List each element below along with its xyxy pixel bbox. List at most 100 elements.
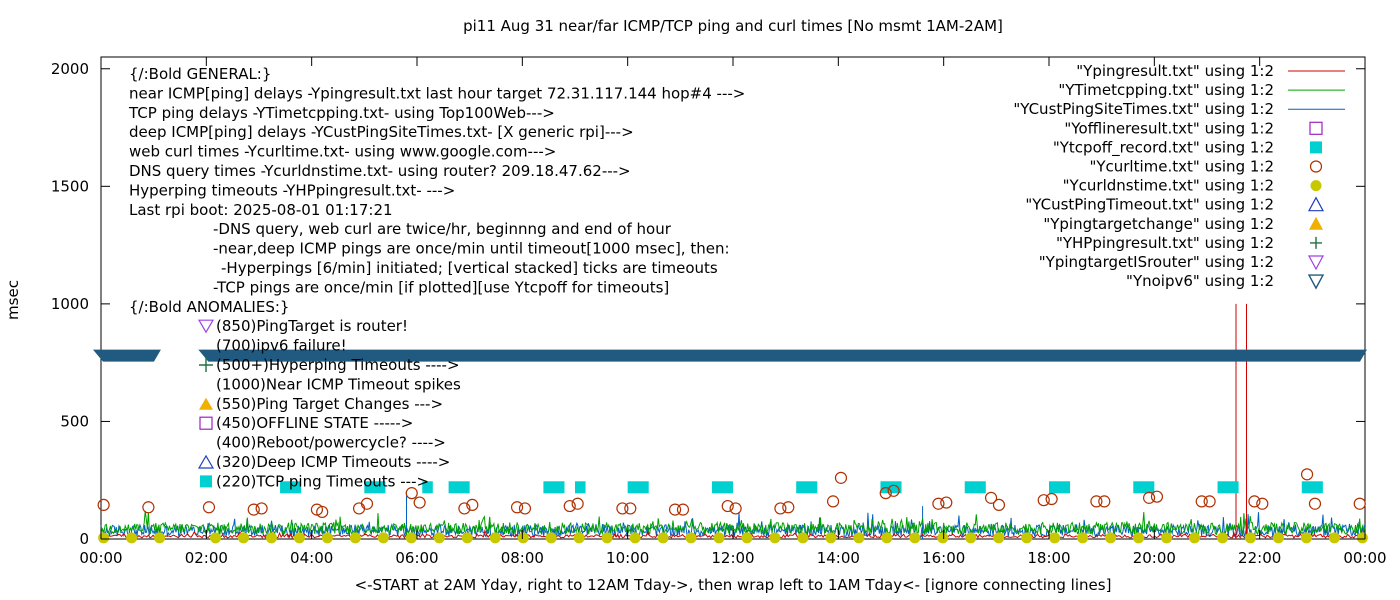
annotation-line: TCP ping delays -YTimetcpping.txt- using… bbox=[128, 104, 555, 122]
curl-time-point bbox=[1353, 497, 1366, 510]
ipv6-failure-marker bbox=[198, 349, 1367, 362]
x-tick-label: 18:00 bbox=[1027, 549, 1070, 567]
dns-time-point bbox=[349, 532, 361, 544]
legend-label: "YCustPingTimeout.txt" using 1:2 bbox=[1025, 196, 1274, 214]
curl-time-point bbox=[887, 484, 900, 497]
dns-time-point bbox=[321, 532, 333, 544]
dns-time-point bbox=[1328, 532, 1340, 544]
dns-time-point bbox=[405, 532, 417, 544]
annotation-line: (220)TCP ping Timeouts ---> bbox=[216, 472, 429, 490]
legend-plus-swatch bbox=[1310, 236, 1322, 249]
curl-time-point bbox=[729, 502, 742, 515]
tcp-timeout-marker bbox=[1217, 481, 1239, 494]
legend-label: "Yofflineresult.txt" using 1:2 bbox=[1064, 119, 1274, 137]
annotation-line: DNS query times -Ycurldnstime.txt- using… bbox=[129, 162, 631, 180]
curl-time-point bbox=[1150, 490, 1164, 503]
curl-time-point bbox=[202, 501, 216, 514]
ipv6-failure-marker bbox=[93, 349, 161, 362]
dns-time-point bbox=[1077, 532, 1089, 544]
dns-time-point bbox=[657, 532, 669, 544]
curl-time-point bbox=[563, 499, 576, 513]
curl-time-point bbox=[1256, 497, 1269, 510]
dns-time-point bbox=[797, 532, 809, 544]
dns-time-point bbox=[909, 532, 921, 544]
dns-time-point bbox=[1133, 532, 1145, 544]
dns-time-point bbox=[1217, 532, 1229, 544]
annotation-line: (320)Deep ICMP Timeouts ----> bbox=[216, 453, 450, 471]
legend-label: "Ypingtargetchange" using 1:2 bbox=[1043, 215, 1274, 233]
curl-time-point bbox=[826, 495, 840, 508]
tcp-timeout-marker bbox=[448, 481, 470, 494]
dns-time-point bbox=[713, 532, 725, 544]
legend-label: "Ycurldnstime.txt" using 1:2 bbox=[1063, 177, 1274, 195]
curl-time-point bbox=[834, 471, 848, 484]
tcp-timeout-marker bbox=[1301, 481, 1323, 494]
dns-time-point bbox=[1189, 532, 1201, 544]
curl-time-point bbox=[1308, 497, 1322, 510]
tcp-timeout-marker bbox=[364, 481, 386, 494]
legend-label: "Ytcpoff_record.txt" using 1:2 bbox=[1053, 138, 1274, 157]
curl-time-point bbox=[932, 497, 945, 510]
legend-label: "Ypingresult.txt" using 1:2 bbox=[1076, 62, 1274, 80]
series-layer bbox=[93, 303, 1368, 544]
legend-circle-swatch bbox=[1309, 160, 1323, 173]
y-axis-label: msec bbox=[4, 280, 22, 320]
annotation-line: (850)PingTarget is router! bbox=[216, 317, 408, 335]
x-tick-label: 12:00 bbox=[711, 549, 754, 567]
y-tick-label: 500 bbox=[60, 412, 89, 430]
anomaly-router-symbol bbox=[197, 319, 215, 334]
legend-label: "YCustPingSiteTimes.txt" using 1:2 bbox=[1013, 100, 1274, 118]
curl-time-point bbox=[142, 501, 155, 514]
anomaly-offline-symbol bbox=[199, 416, 213, 430]
dns-time-point bbox=[293, 532, 305, 544]
annotation-line: -DNS query, web curl are twice/hr, begin… bbox=[213, 220, 672, 238]
curl-time-point bbox=[247, 503, 260, 516]
anomaly-tcp-timeout-symbol bbox=[200, 475, 212, 488]
curl-time-point bbox=[1142, 491, 1156, 504]
curl-time-point bbox=[352, 502, 366, 515]
dns-time-point bbox=[685, 532, 697, 544]
dns-time-point bbox=[265, 532, 277, 544]
annotation-line: -near,deep ICMP pings are once/min until… bbox=[213, 240, 730, 258]
y-tick-label: 1000 bbox=[51, 295, 89, 313]
x-tick-label: 00:00 bbox=[1343, 549, 1386, 567]
tcp-timeout-marker bbox=[1133, 481, 1155, 494]
curl-time-point bbox=[466, 498, 479, 512]
dns-time-point bbox=[1161, 532, 1173, 544]
annotation-line: (500+)Hyperping Timeouts ----> bbox=[216, 356, 460, 374]
dns-time-point bbox=[601, 532, 613, 544]
curl-time-point bbox=[316, 505, 329, 519]
dns-time-point bbox=[1021, 532, 1033, 544]
tcp-timeout-marker bbox=[575, 481, 586, 494]
annotation-line: {/:Bold ANOMALIES:} bbox=[129, 298, 289, 316]
dns-time-point bbox=[517, 532, 529, 544]
dns-time-point bbox=[881, 532, 893, 544]
curl-time-point bbox=[518, 502, 532, 515]
dns-time-point bbox=[965, 532, 977, 544]
curl-time-point bbox=[668, 503, 682, 516]
tcp-timeout-marker bbox=[796, 481, 818, 494]
dns-time-point bbox=[1272, 532, 1284, 544]
annotation-line: (550)Ping Target Changes ---> bbox=[216, 395, 443, 413]
annotation-line: (400)Reboot/powercycle? ----> bbox=[216, 434, 446, 452]
curl-time-point bbox=[1203, 495, 1216, 508]
curl-time-point bbox=[782, 501, 795, 514]
curl-time-point bbox=[360, 497, 374, 510]
tcp-timeout-marker bbox=[880, 481, 902, 494]
dns-time-point bbox=[1356, 532, 1368, 544]
curl-time-point bbox=[676, 503, 690, 516]
curl-time-point bbox=[1090, 495, 1103, 508]
curl-time-point bbox=[1037, 494, 1050, 507]
legend-square-swatch bbox=[1310, 141, 1322, 154]
legend-triangle-swatch bbox=[1307, 196, 1325, 212]
annotation-line: (700)ipv6 failure! bbox=[216, 337, 347, 355]
anomaly-target-change-symbol bbox=[199, 397, 213, 410]
x-tick-label: 00:00 bbox=[79, 549, 122, 567]
dns-time-point bbox=[1049, 532, 1061, 544]
anomaly-hyperping-symbol bbox=[199, 358, 213, 372]
x-tick-label: 02:00 bbox=[185, 549, 228, 567]
tcp-timeout-marker bbox=[627, 481, 649, 494]
y-tick-label: 0 bbox=[79, 530, 89, 548]
x-tick-label: 08:00 bbox=[501, 549, 544, 567]
